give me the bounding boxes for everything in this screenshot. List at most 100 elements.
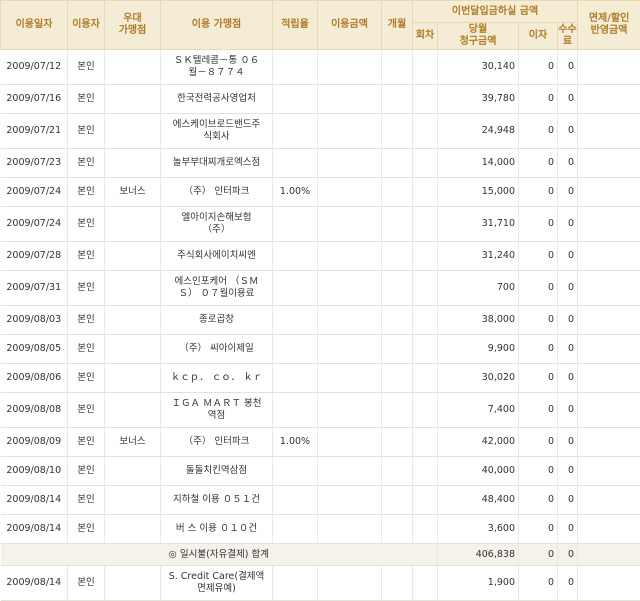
total-interest: 0 (519, 544, 558, 566)
fee-cell: 0 (558, 393, 578, 428)
installment-no-cell (413, 114, 438, 149)
installment-no-cell (413, 271, 438, 306)
current-billing-cell: 48,400 (438, 486, 519, 515)
discount-cell (578, 364, 640, 393)
merchant-cell: 에스케이브로드밴드주 식회사 (161, 114, 273, 149)
merchant-cell: ｋｃｐ． ｃｏ． ｋｒ (161, 364, 273, 393)
preferred-merchant-cell: 보너스 (105, 178, 161, 207)
fee-cell: 0 (558, 178, 578, 207)
amount-cell (318, 428, 382, 457)
discount-cell (578, 566, 640, 601)
user-cell: 본인 (68, 85, 105, 114)
amount-cell (318, 50, 382, 85)
fee-cell: 0 (558, 566, 578, 601)
user-cell: 본인 (68, 207, 105, 242)
discount-cell (578, 306, 640, 335)
current-billing-cell: 24,948 (438, 114, 519, 149)
use-date-cell: 2009/07/31 (1, 271, 68, 306)
installment-no-cell (413, 335, 438, 364)
merchant-cell: （주） 씨아이제일 (161, 335, 273, 364)
amount-cell (318, 393, 382, 428)
preferred-merchant-cell (105, 149, 161, 178)
installment-no-cell (413, 428, 438, 457)
accrual-rate-cell (273, 50, 318, 85)
merchant-cell: 지하철 이용 ０５１건 (161, 486, 273, 515)
discount-cell (578, 178, 640, 207)
fee-cell: 0 (558, 207, 578, 242)
accrual-rate-cell (273, 242, 318, 271)
accrual-rate-cell (273, 335, 318, 364)
interest-cell: 0 (519, 306, 558, 335)
fee-cell: 0 (558, 149, 578, 178)
discount-cell (578, 428, 640, 457)
user-cell: 본인 (68, 393, 105, 428)
use-date-cell: 2009/07/24 (1, 178, 68, 207)
use-date-cell: 2009/08/09 (1, 428, 68, 457)
accrual-rate-cell (273, 85, 318, 114)
header-interest: 이자 (519, 23, 558, 50)
merchant-cell: （주） 인터파크 (161, 178, 273, 207)
interest-cell: 0 (519, 242, 558, 271)
user-cell: 본인 (68, 271, 105, 306)
discount-cell (578, 85, 640, 114)
current-billing-cell: 7,400 (438, 393, 519, 428)
installment-cell (382, 85, 413, 114)
interest-cell: 0 (519, 178, 558, 207)
discount-cell (578, 335, 640, 364)
installment-cell (382, 306, 413, 335)
header-group-payment-due: 이번달입금하실 금액 (413, 1, 578, 23)
fee-cell: 0 (558, 306, 578, 335)
installment-cell (382, 178, 413, 207)
user-cell: 본인 (68, 566, 105, 601)
current-billing-cell: 31,240 (438, 242, 519, 271)
amount-cell (318, 566, 382, 601)
header-installment: 개월 (382, 1, 413, 50)
preferred-merchant-cell (105, 207, 161, 242)
preferred-merchant-cell (105, 486, 161, 515)
amount-cell (318, 207, 382, 242)
interest-cell: 0 (519, 515, 558, 544)
merchant-cell: 종로곱창 (161, 306, 273, 335)
header-accrual-rate: 적립율 (273, 1, 318, 50)
installment-no-cell (413, 364, 438, 393)
installment-cell (382, 149, 413, 178)
merchant-cell: ＩＧＡ ＭＡＲＴ 봉천 역점 (161, 393, 273, 428)
header-user: 이용자 (68, 1, 105, 50)
user-cell: 본인 (68, 364, 105, 393)
preferred-merchant-cell (105, 50, 161, 85)
installment-no-cell (413, 50, 438, 85)
installment-cell (382, 50, 413, 85)
installment-no-cell (413, 393, 438, 428)
installment-no-cell (413, 149, 438, 178)
total-row: ◎ 일시불(자유결제) 합계 406,838 0 0 (1, 544, 640, 566)
installment-cell (382, 114, 413, 149)
user-cell: 본인 (68, 50, 105, 85)
interest-cell: 0 (519, 149, 558, 178)
user-cell: 본인 (68, 515, 105, 544)
use-date-cell: 2009/07/16 (1, 85, 68, 114)
header-merchant: 이용 가맹점 (161, 1, 273, 50)
installment-cell (382, 393, 413, 428)
use-date-cell: 2009/07/24 (1, 207, 68, 242)
installment-no-cell (413, 515, 438, 544)
current-billing-cell: 30,020 (438, 364, 519, 393)
fee-cell: 0 (558, 428, 578, 457)
fee-cell: 0 (558, 335, 578, 364)
installment-cell (382, 271, 413, 306)
total-section: ◎ 일시불(자유결제) 합계 406,838 0 0 (1, 544, 640, 566)
header-use-date: 이용일자 (1, 1, 68, 50)
discount-cell (578, 114, 640, 149)
